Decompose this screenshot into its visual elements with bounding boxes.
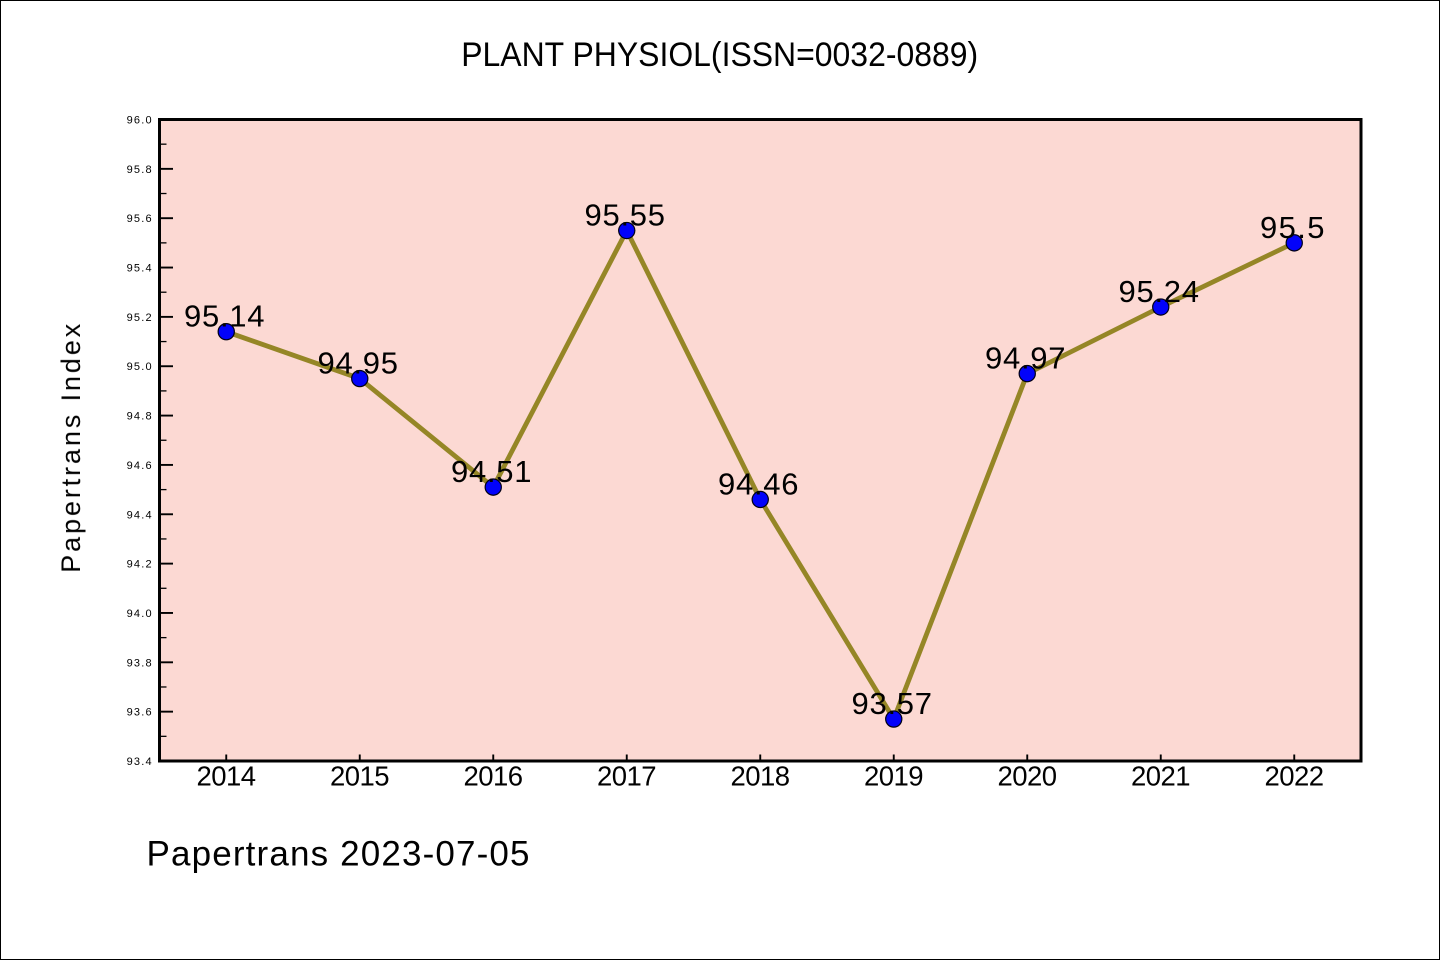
svg-text:94.51: 94.51 [451,454,532,489]
svg-text:94.8: 94.8 [127,411,152,423]
svg-text:PLANT PHYSIOL(ISSN=0032-0889): PLANT PHYSIOL(ISSN=0032-0889) [461,36,978,74]
svg-text:94.97: 94.97 [985,341,1066,376]
svg-text:95.2: 95.2 [127,312,152,324]
svg-text:94.95: 94.95 [318,346,399,381]
svg-text:95.24: 95.24 [1119,274,1200,309]
svg-text:Papertrans Index: Papertrans Index [56,323,86,573]
svg-text:95.14: 95.14 [184,299,265,334]
svg-text:95.4: 95.4 [127,263,152,275]
svg-text:2014: 2014 [197,760,257,791]
svg-text:94.46: 94.46 [718,466,799,501]
svg-text:93.57: 93.57 [852,686,933,721]
svg-text:93.8: 93.8 [127,657,152,669]
svg-text:2019: 2019 [864,760,924,791]
svg-text:2018: 2018 [731,760,791,791]
svg-text:2022: 2022 [1265,760,1325,791]
svg-text:93.4: 93.4 [127,756,152,768]
svg-text:95.6: 95.6 [127,213,152,225]
svg-text:93.6: 93.6 [127,707,152,719]
svg-text:Papertrans 2023-07-05: Papertrans 2023-07-05 [147,834,530,873]
svg-text:2015: 2015 [330,760,390,791]
svg-text:94.2: 94.2 [127,559,152,571]
svg-text:95.5: 95.5 [1260,210,1325,245]
svg-text:96.0: 96.0 [127,115,152,127]
svg-text:2017: 2017 [597,760,657,791]
svg-text:2020: 2020 [998,760,1058,791]
svg-text:94.0: 94.0 [127,608,152,620]
svg-text:2016: 2016 [464,760,524,791]
svg-text:2021: 2021 [1131,760,1191,791]
svg-text:95.55: 95.55 [585,198,666,233]
svg-text:95.8: 95.8 [127,164,152,176]
svg-text:94.4: 94.4 [127,509,152,521]
svg-text:95.0: 95.0 [127,361,152,373]
svg-text:94.6: 94.6 [127,460,152,472]
